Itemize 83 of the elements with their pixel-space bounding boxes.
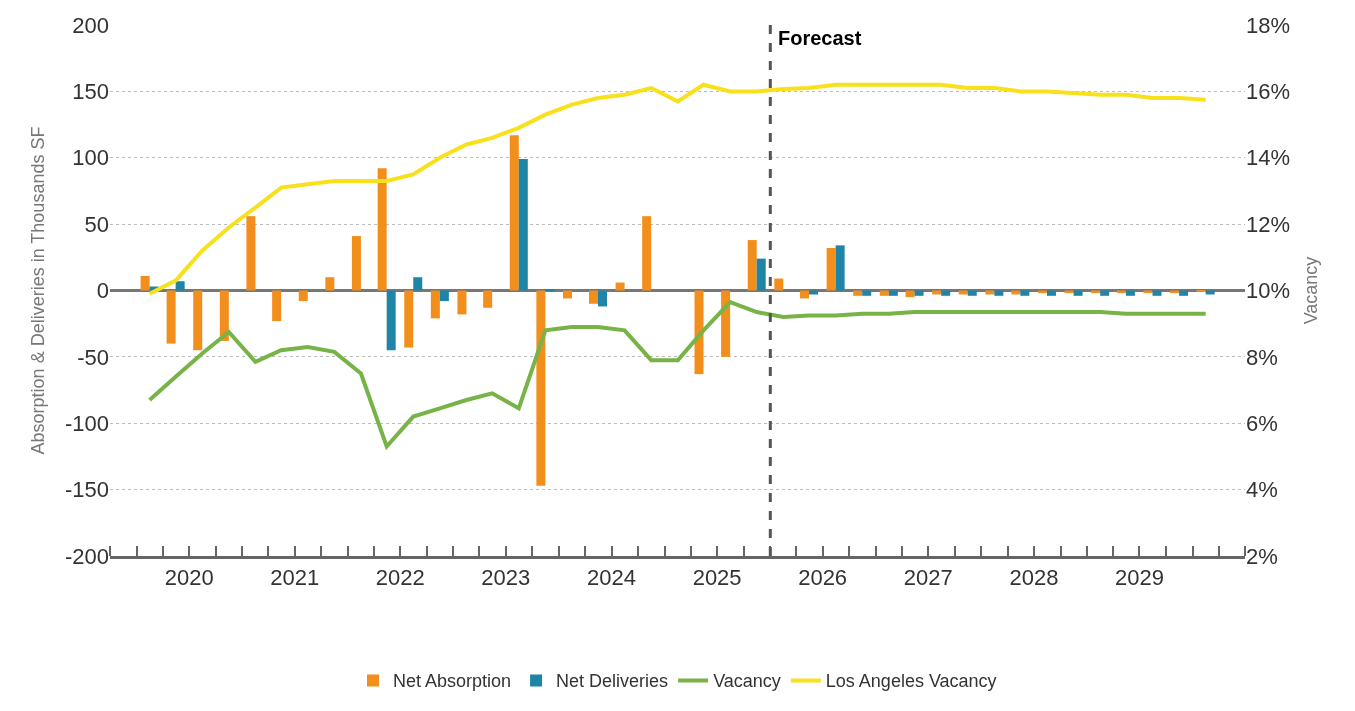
line-series <box>147 82 1208 296</box>
bar <box>905 290 915 298</box>
bar <box>1152 290 1162 296</box>
bar <box>509 135 519 291</box>
y-tick-label: 50 <box>84 211 109 237</box>
bar <box>747 240 757 291</box>
y2-tick-label: 18% <box>1246 12 1291 38</box>
bar <box>1125 290 1135 296</box>
y-axis-title: Absorption & Deliveries in Thousands SF <box>28 126 49 455</box>
bar <box>853 290 863 296</box>
y-tick-label: -200 <box>64 543 109 569</box>
legend-label: Net Absorption <box>393 671 512 692</box>
bar <box>694 290 704 375</box>
bar <box>941 290 951 296</box>
y2-axis-title: Vacancy <box>1301 256 1322 325</box>
bar <box>377 168 387 291</box>
y-tick-label: -100 <box>64 410 109 436</box>
bar <box>246 216 256 291</box>
y-tick-label: 150 <box>72 79 109 105</box>
bar <box>1046 290 1056 296</box>
bar <box>1100 290 1110 296</box>
x-tick-label: 2028 <box>1009 565 1059 591</box>
bar <box>615 282 625 291</box>
bar <box>879 290 889 296</box>
x-tick-label: 2023 <box>481 565 531 591</box>
y-tick-label: 200 <box>72 12 109 38</box>
bar <box>994 290 1004 296</box>
bar <box>598 290 607 307</box>
x-tick-label: 2024 <box>587 565 637 591</box>
bar <box>588 290 598 304</box>
x-tick-label: 2027 <box>903 565 953 591</box>
ref-line-label: Forecast <box>778 27 862 49</box>
bar <box>967 290 977 296</box>
legend-label: Net Deliveries <box>556 671 669 692</box>
bar <box>351 236 361 291</box>
y2-tick-label: 10% <box>1246 278 1291 304</box>
bar <box>914 290 924 296</box>
x-tick-label: 2025 <box>692 565 742 591</box>
bar <box>457 290 467 315</box>
y2-tick-label: 14% <box>1246 145 1291 171</box>
y2-tick-label: 8% <box>1246 344 1278 370</box>
bar <box>325 277 335 291</box>
bar <box>756 258 766 291</box>
bar <box>1020 290 1030 296</box>
bar <box>272 290 282 322</box>
y2-tick-label: 16% <box>1246 79 1291 105</box>
bar <box>483 290 493 308</box>
bar <box>888 290 898 296</box>
bar <box>835 245 845 291</box>
y2-tick-label: 2% <box>1246 543 1278 569</box>
x-tick-label: 2021 <box>270 565 320 591</box>
bar <box>386 290 396 351</box>
y-tick-label: 0 <box>96 278 109 304</box>
bar <box>721 290 731 357</box>
y2-tick-label: 4% <box>1246 477 1278 503</box>
bar <box>166 290 176 344</box>
bar <box>439 290 449 302</box>
y-tick-label: 100 <box>72 145 109 171</box>
x-tick-label: 2020 <box>164 565 214 591</box>
bar <box>536 290 546 486</box>
bar <box>413 277 423 291</box>
bar <box>430 290 440 319</box>
legend-label: Vacancy <box>713 671 781 692</box>
y2-tick-label: 6% <box>1246 410 1278 436</box>
bar <box>140 275 150 291</box>
bar <box>1179 290 1189 296</box>
legend-label: Los Angeles Vacancy <box>825 671 997 692</box>
x-tick-label: 2022 <box>375 565 425 591</box>
bar <box>774 278 784 291</box>
bar <box>193 290 203 351</box>
x-tick-label: 2026 <box>798 565 848 591</box>
y2-tick-label: 12% <box>1246 211 1291 237</box>
bar <box>862 290 872 296</box>
bar <box>175 281 185 291</box>
y-tick-label: -50 <box>77 344 109 370</box>
bar <box>1073 290 1083 296</box>
bar <box>642 216 652 291</box>
bar <box>518 159 528 291</box>
bar <box>404 290 414 348</box>
x-tick-label: 2029 <box>1115 565 1164 591</box>
bar <box>298 290 308 302</box>
bar <box>826 248 836 291</box>
y-tick-label: -150 <box>64 477 109 503</box>
